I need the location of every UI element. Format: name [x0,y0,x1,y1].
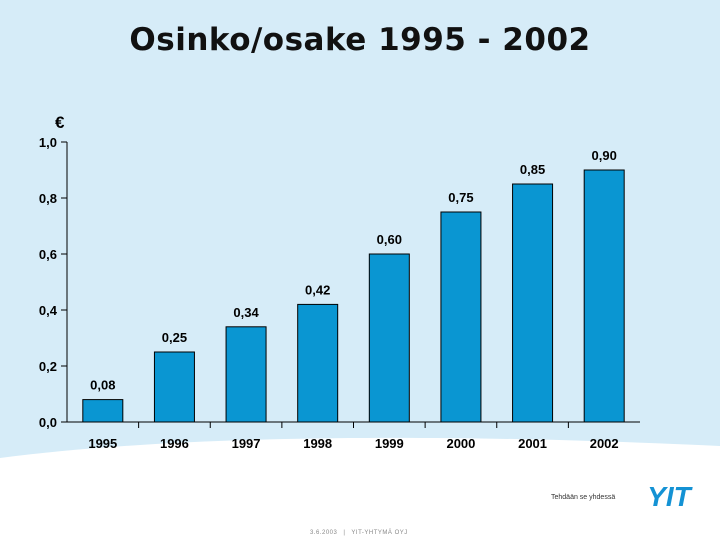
bar [153,351,195,423]
data-label: 0,85 [520,162,545,177]
data-label: 0,25 [162,330,187,345]
data-label: 0,34 [233,305,259,320]
yit-logo: YIT [647,484,693,508]
x-tick-label: 1999 [375,436,404,451]
data-label: 0,75 [448,190,473,205]
bar [225,326,267,423]
x-tick-label: 1995 [88,436,117,451]
x-tick-label: 2000 [446,436,475,451]
y-tick-label: 1,0 [39,135,57,150]
x-tick-label: 1997 [232,436,261,451]
data-label: 0,42 [305,282,330,297]
x-tick-label: 2001 [518,436,547,451]
footer-company: YIT-YHTYMÄ OYJ [351,530,408,536]
footer-date: 3.6.2003 [310,530,338,536]
y-tick-label: 0,4 [39,303,58,318]
x-tick-label: 1998 [303,436,332,451]
x-tick-label: 1996 [160,436,189,451]
y-tick-label: 0,0 [39,415,57,430]
data-label: 0,90 [592,148,617,163]
y-tick-label: 0,2 [39,359,57,374]
y-tick-label: 0,8 [39,191,57,206]
tagline: Tehdään se yhdessä [551,494,616,501]
footer: 3.6.2003 | YIT-YHTYMÄ OYJ [310,530,408,536]
data-label: 0,60 [377,232,402,247]
y-tick-label: 0,6 [39,247,57,262]
data-label: 0,08 [90,378,115,393]
bar [368,253,410,423]
slide-title: Osinko/osake 1995 - 2002 [129,22,591,58]
bar [512,183,554,423]
logo-text: YIT [647,484,693,508]
bar [297,303,339,423]
y-axis-label: € [55,113,65,132]
chart-layer: 0,0 0,2 0,4 0,6 0,8 1,0 €0,08 1995 0,25 1996 0,34 1… [39,113,640,451]
bar [583,169,625,423]
bar [440,211,482,423]
footer-wave [0,437,720,540]
x-tick-label: 2002 [590,436,619,451]
bar [82,399,124,423]
